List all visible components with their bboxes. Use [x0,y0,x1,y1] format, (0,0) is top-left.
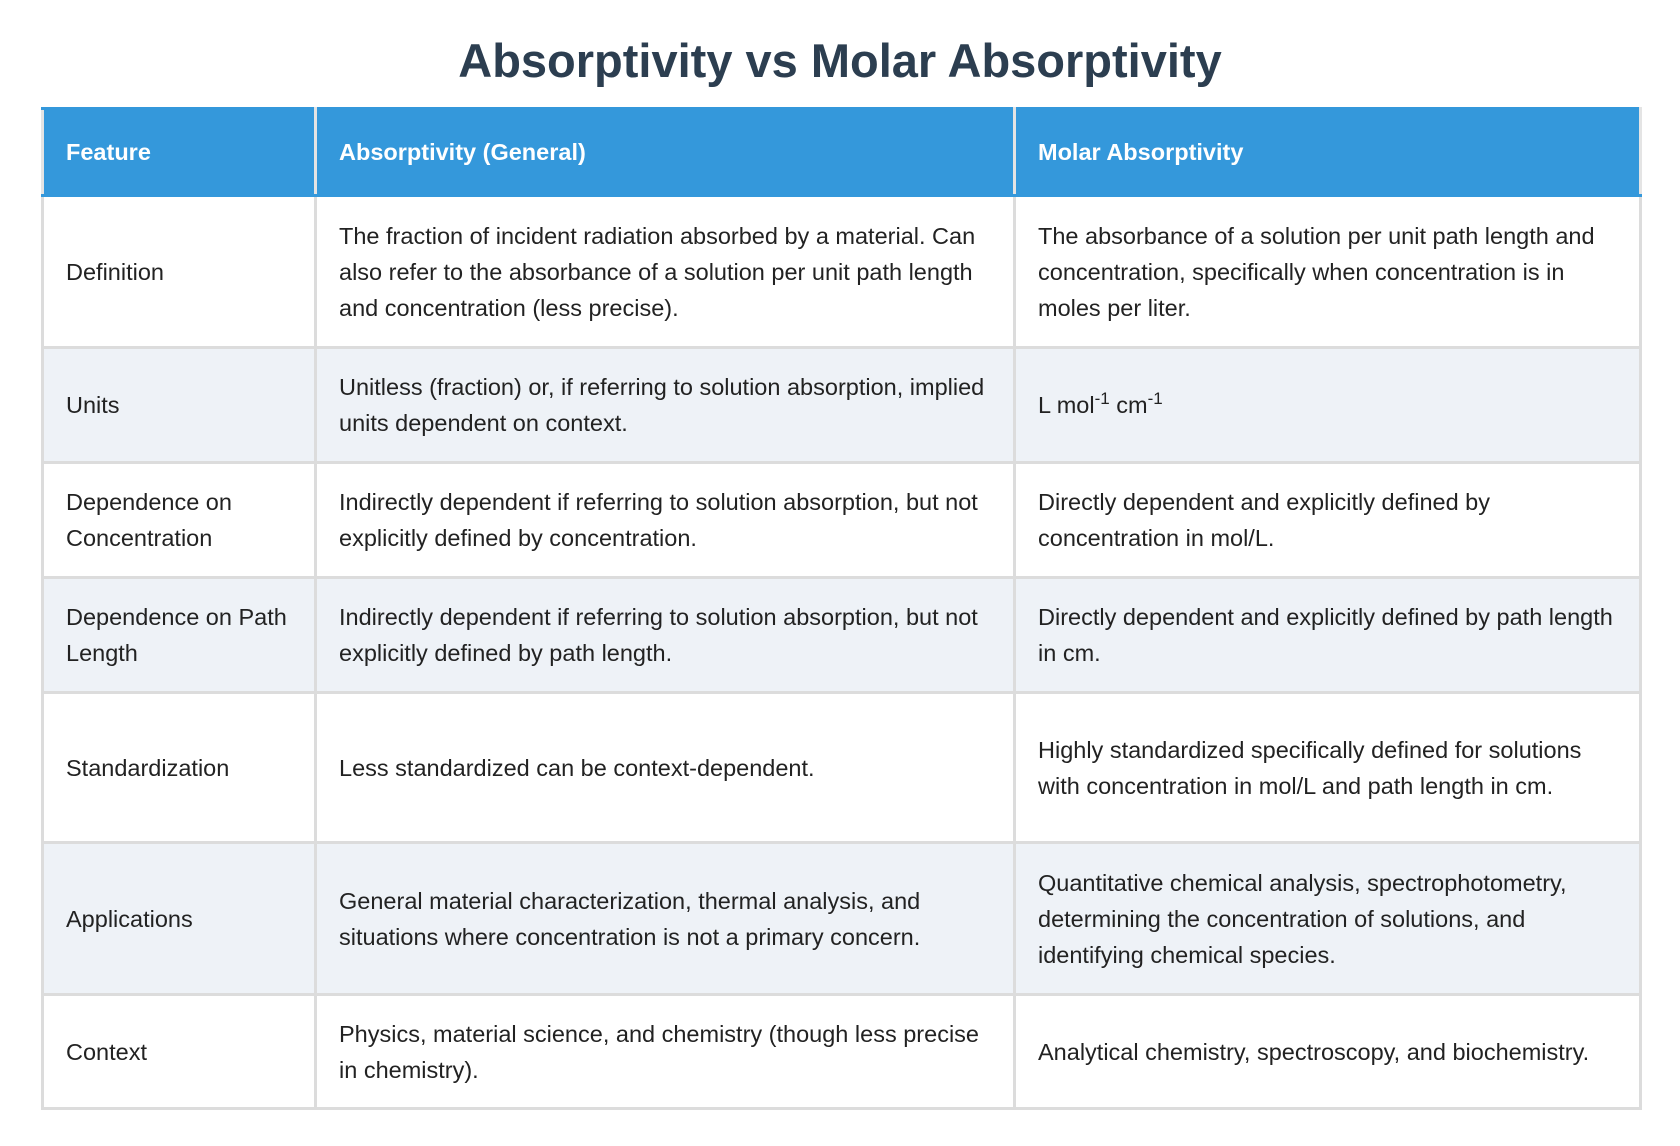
table-cell: Dependence on Path Length [41,576,317,694]
text-part: cm [1109,392,1148,418]
text-part: L mol [1038,392,1095,418]
table-cell: Physics, material science, and chemistry… [314,993,1016,1110]
superscript: -1 [1094,389,1110,409]
table-cell: Less standardized can be context-depende… [314,691,1016,844]
table-cell: Definition [41,194,317,349]
table-cell: The absorbance of a solution per unit pa… [1013,194,1642,349]
table-row: Definition The fraction of incident radia… [41,194,1642,349]
table-row: Dependence on Concentration Indirectly de… [41,461,1642,579]
table-cell: Highly standardized specifically defined… [1013,691,1642,844]
table-cell: Applications [41,841,317,996]
table-cell: L mol-1 cm-1 [1013,346,1642,464]
table-cell: Indirectly dependent if referring to sol… [314,461,1016,579]
table-cell: Units [41,346,317,464]
table-cell: Context [41,993,317,1110]
table-cell: Directly dependent and explicitly define… [1013,576,1642,694]
header-cell: Absorptivity (General) [314,107,1016,197]
table-cell: Analytical chemistry, spectroscopy, and … [1013,993,1642,1110]
table-cell: Directly dependent and explicitly define… [1013,461,1642,579]
table-body: Definition The fraction of incident radia… [41,194,1642,1110]
table-row: Standardization Less standardized can be … [41,691,1642,844]
table-row: Units Unitless (fraction) or, if referrin… [41,346,1642,464]
table-cell: The fraction of incident radiation absor… [314,194,1016,349]
table-row: Applications General material characteriz… [41,841,1642,996]
table-cell: Standardization [41,691,317,844]
table-cell: Indirectly dependent if referring to sol… [314,576,1016,694]
table-row: Dependence on Path Length Indirectly depe… [41,576,1642,694]
superscript: -1 [1147,389,1163,409]
header-cell: Molar Absorptivity [1013,107,1642,197]
page-title: Absorptivity vs Molar Absorptivity [458,34,1222,87]
table-cell: Quantitative chemical analysis, spectrop… [1013,841,1642,996]
header-cell: Feature [41,107,317,197]
table-cell: Unitless (fraction) or, if referring to … [314,346,1016,464]
header-row: Feature Absorptivity (General) Molar Absor… [41,107,1642,197]
table-cell: General material characterization, therm… [314,841,1016,996]
comparison-table: Feature Absorptivity (General) Molar Absor… [41,107,1642,1110]
table-cell: Dependence on Concentration [41,461,317,579]
table-row: Context Physics, material science, and ch… [41,993,1642,1110]
table-header: Feature Absorptivity (General) Molar Absor… [41,107,1642,197]
